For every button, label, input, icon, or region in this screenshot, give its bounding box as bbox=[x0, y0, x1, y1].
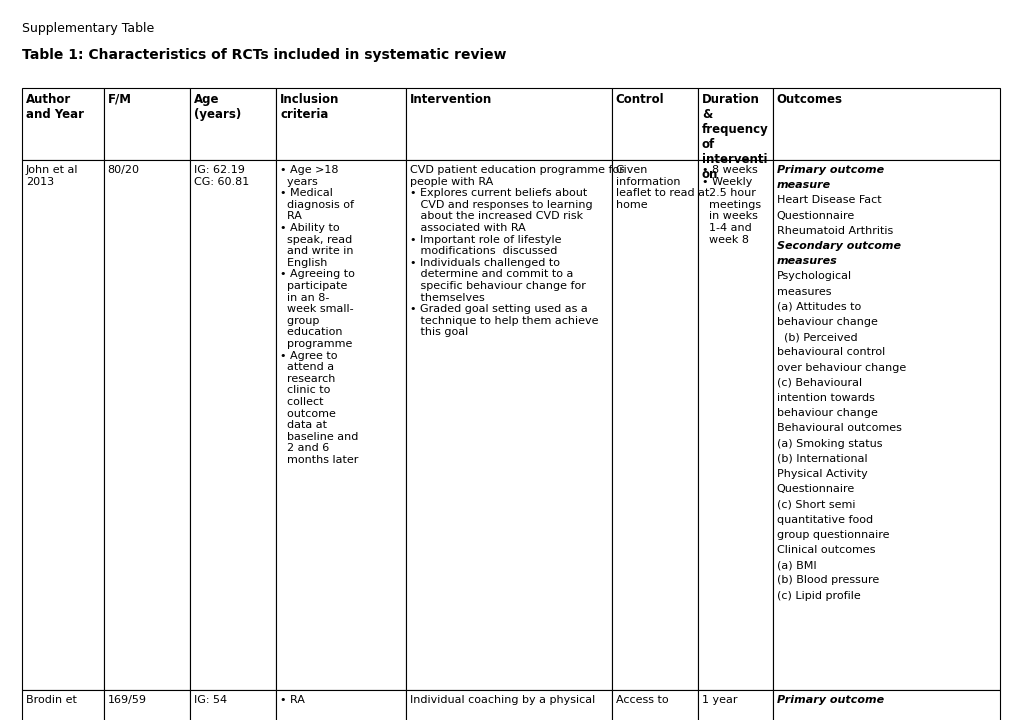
Text: Primary outcome: Primary outcome bbox=[776, 165, 883, 175]
Text: Behavioural outcomes: Behavioural outcomes bbox=[776, 423, 901, 433]
Text: Inclusion
criteria: Inclusion criteria bbox=[280, 93, 339, 121]
Text: (c) Lipid profile: (c) Lipid profile bbox=[776, 590, 860, 600]
Text: Questionnaire: Questionnaire bbox=[776, 210, 854, 220]
Text: John et al
2013: John et al 2013 bbox=[25, 165, 78, 186]
Text: Physical Activity: Physical Activity bbox=[776, 469, 866, 479]
Text: Rheumatoid Arthritis: Rheumatoid Arthritis bbox=[776, 226, 892, 235]
Bar bbox=[276, 88, 406, 160]
Bar bbox=[611, 160, 697, 690]
Text: IG: 54: IG: 54 bbox=[194, 695, 226, 705]
Bar bbox=[772, 690, 999, 720]
Bar bbox=[22, 88, 103, 160]
Text: • RA: • RA bbox=[280, 695, 305, 705]
Text: behavioural control: behavioural control bbox=[776, 347, 884, 357]
Text: • 8 weeks
• Weekly
  2.5 hour
  meetings
  in weeks
  1-4 and
  week 8: • 8 weeks • Weekly 2.5 hour meetings in … bbox=[701, 165, 760, 245]
Text: (c) Behavioural: (c) Behavioural bbox=[776, 378, 861, 388]
Text: Clinical outcomes: Clinical outcomes bbox=[776, 545, 874, 555]
Bar bbox=[190, 160, 276, 690]
Bar bbox=[611, 88, 697, 160]
Text: Brodin et: Brodin et bbox=[25, 695, 76, 705]
Text: 169/59: 169/59 bbox=[107, 695, 147, 705]
Bar bbox=[772, 88, 999, 160]
Bar bbox=[772, 160, 999, 690]
Text: (b) International: (b) International bbox=[776, 454, 866, 464]
Text: 1 year: 1 year bbox=[701, 695, 737, 705]
Text: F/M: F/M bbox=[107, 93, 131, 106]
Bar bbox=[190, 88, 276, 160]
Bar bbox=[697, 690, 772, 720]
Text: Duration
&
frequency
of
interventi
on: Duration & frequency of interventi on bbox=[701, 93, 768, 181]
Bar bbox=[611, 690, 697, 720]
Bar bbox=[406, 690, 611, 720]
Text: group questionnaire: group questionnaire bbox=[776, 530, 889, 540]
Text: Outcomes: Outcomes bbox=[776, 93, 842, 106]
Text: IG: 62.19
CG: 60.81: IG: 62.19 CG: 60.81 bbox=[194, 165, 249, 186]
Text: (a) BMI: (a) BMI bbox=[776, 560, 815, 570]
Text: (b) Perceived: (b) Perceived bbox=[776, 332, 857, 342]
Bar bbox=[276, 160, 406, 690]
Bar bbox=[22, 690, 103, 720]
Text: CVD patient education programme for
people with RA
• Explores current beliefs ab: CVD patient education programme for peop… bbox=[409, 165, 623, 338]
Text: Intervention: Intervention bbox=[409, 93, 491, 106]
Text: Control: Control bbox=[615, 93, 663, 106]
Bar bbox=[276, 690, 406, 720]
Text: Access to: Access to bbox=[615, 695, 667, 705]
Text: Individual coaching by a physical: Individual coaching by a physical bbox=[409, 695, 594, 705]
Text: measure: measure bbox=[776, 180, 830, 190]
Text: (c) Short semi: (c) Short semi bbox=[776, 500, 854, 509]
Text: quantitative food: quantitative food bbox=[776, 515, 872, 525]
Bar bbox=[22, 160, 103, 690]
Bar bbox=[190, 690, 276, 720]
Text: behaviour change: behaviour change bbox=[776, 317, 876, 327]
Text: Questionnaire: Questionnaire bbox=[776, 484, 854, 494]
Text: Supplementary Table: Supplementary Table bbox=[22, 22, 154, 35]
Text: Primary outcome: Primary outcome bbox=[776, 695, 883, 705]
Text: Given
information
leaflet to read at
home: Given information leaflet to read at hom… bbox=[615, 165, 708, 210]
Text: Author
and Year: Author and Year bbox=[25, 93, 84, 121]
Text: measures: measures bbox=[776, 287, 830, 297]
Text: (b) Blood pressure: (b) Blood pressure bbox=[776, 575, 878, 585]
Text: 80/20: 80/20 bbox=[107, 165, 140, 175]
Text: • Age >18
  years
• Medical
  diagnosis of
  RA
• Ability to
  speak, read
  and: • Age >18 years • Medical diagnosis of R… bbox=[280, 165, 358, 465]
Bar bbox=[103, 160, 190, 690]
Text: Table 1: Characteristics of RCTs included in systematic review: Table 1: Characteristics of RCTs include… bbox=[22, 48, 506, 62]
Bar bbox=[103, 88, 190, 160]
Text: over behaviour change: over behaviour change bbox=[776, 363, 905, 372]
Bar bbox=[697, 88, 772, 160]
Bar bbox=[406, 88, 611, 160]
Text: Psychological: Psychological bbox=[776, 271, 851, 282]
Text: Heart Disease Fact: Heart Disease Fact bbox=[776, 195, 880, 205]
Text: Secondary outcome: Secondary outcome bbox=[776, 241, 900, 251]
Bar bbox=[103, 690, 190, 720]
Text: Age
(years): Age (years) bbox=[194, 93, 240, 121]
Text: intention towards: intention towards bbox=[776, 393, 873, 403]
Text: measures: measures bbox=[776, 256, 837, 266]
Bar bbox=[697, 160, 772, 690]
Bar bbox=[406, 160, 611, 690]
Text: (a) Smoking status: (a) Smoking status bbox=[776, 438, 881, 449]
Text: behaviour change: behaviour change bbox=[776, 408, 876, 418]
Text: (a) Attitudes to: (a) Attitudes to bbox=[776, 302, 860, 312]
